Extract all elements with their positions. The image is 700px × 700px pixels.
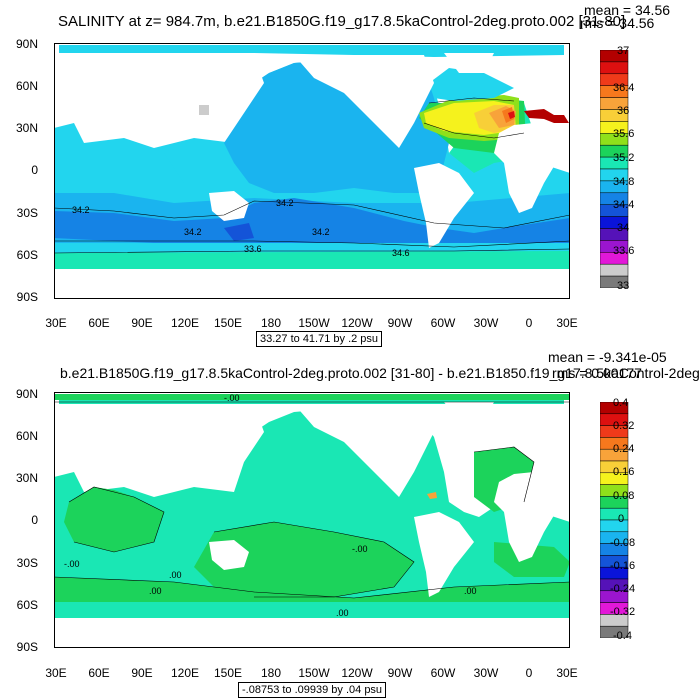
colorbar-label: 36: [617, 105, 630, 117]
contour-label: 34.2: [72, 205, 90, 215]
contour-label: -.00: [64, 559, 80, 569]
colorbar-label: -0.24: [610, 583, 636, 595]
panel-2-mean: mean = -9.341e-05: [548, 349, 667, 365]
lon-tick: 30W: [473, 316, 499, 330]
lat-tick: 30S: [16, 206, 38, 220]
lon-tick: 90W: [387, 316, 413, 330]
lat-tick: 60N: [15, 79, 38, 93]
colorbar-label: 34: [617, 222, 630, 234]
contour-label: 34.2: [276, 198, 294, 208]
colorbar-label: 0: [618, 513, 625, 525]
contour-label: 34.2: [184, 227, 202, 237]
lat-tick: 60N: [15, 429, 38, 443]
panel-2-range: -.08753 to .09939 by .04 psu: [238, 682, 387, 698]
panel-1-title: SALINITY at z= 984.7m, b.e21.B1850G.f19_…: [58, 13, 626, 30]
colorbar-label: 37: [617, 45, 630, 57]
colorbar-label: 0.16: [613, 466, 635, 478]
lon-tick: 30E: [45, 316, 67, 330]
lon-tick: 150E: [213, 666, 243, 680]
contour-label: -.00: [224, 393, 240, 403]
contour-label: .00: [336, 608, 349, 618]
lon-tick: 120E: [170, 316, 200, 330]
land-africa-1: [494, 123, 559, 213]
lon-tick: 180: [260, 316, 282, 330]
lon-tick: 0: [525, 316, 533, 330]
lon-tick: 30E: [556, 316, 578, 330]
contour-label: .00: [464, 586, 477, 596]
colorbar-label: 0.24: [613, 443, 635, 455]
lon-tick: 150E: [213, 316, 243, 330]
contour-label: .00: [169, 570, 182, 580]
lon-tick: 90E: [131, 316, 153, 330]
contour-label: 34.6: [392, 248, 410, 258]
lat-tick: 30N: [15, 121, 38, 135]
colorbar-label: -0.08: [610, 537, 636, 549]
contour-label: .00: [149, 586, 162, 596]
green-region: [64, 487, 164, 552]
lon-tick: 120W: [341, 666, 373, 680]
lon-tick: 120E: [170, 666, 200, 680]
colorbar-2: [600, 402, 629, 638]
colorbar-label: 34.8: [613, 176, 635, 188]
colorbar-label: 36.4: [613, 82, 635, 94]
lon-tick: 60W: [430, 316, 456, 330]
lon-tick: 30E: [556, 666, 578, 680]
lon-tick: 150W: [298, 666, 330, 680]
lon-tick: 150W: [298, 316, 330, 330]
lon-tick: 0: [525, 666, 533, 680]
lon-tick: 30W: [473, 666, 499, 680]
colorbar-label: -0.4: [613, 630, 632, 642]
colorbar-label: 0.08: [613, 490, 635, 502]
lon-tick: 60W: [430, 666, 456, 680]
colorbar-label: -0.32: [610, 606, 636, 618]
colorbar-swatch: [600, 61, 629, 75]
lon-tick: 60E: [88, 316, 110, 330]
panel-2-title: b.e21.B1850G.f19_g17.8.5kaControl-2deg.p…: [60, 365, 700, 381]
colorbar-swatch: [600, 263, 629, 277]
lon-tick: 90W: [387, 666, 413, 680]
map-2: -.00 -.00 .00 .00 -.00 .00 .00: [54, 392, 570, 648]
lon-tick: 120W: [341, 316, 373, 330]
map-1: 34.2 34.2 34.2 34.2 33.6 34.6: [54, 43, 570, 299]
panel-2-rms: rms = 0.00177: [552, 365, 642, 381]
lat-tick: 90S: [16, 290, 38, 304]
colorbar-label: 34.4: [613, 199, 635, 211]
lon-tick: 30E: [45, 666, 67, 680]
lat-tick: 90N: [15, 37, 38, 51]
contour-label: 33.6: [244, 244, 262, 254]
colorbar-label: 35.2: [613, 152, 635, 164]
colorbar-label: 33.6: [613, 245, 635, 257]
lat-tick: 0: [31, 513, 38, 527]
lon-tick: 180: [260, 666, 282, 680]
panel-1-mean: mean = 34.56: [584, 2, 671, 18]
lat-tick: 30S: [16, 556, 38, 570]
lat-tick: 0: [31, 163, 38, 177]
colorbar-label: 33: [617, 280, 630, 292]
panel-1-rms: rms = 34.56: [580, 15, 655, 31]
colorbar-label: 35.6: [613, 128, 635, 140]
lat-tick: 90N: [15, 387, 38, 401]
colorbar-label: -0.16: [610, 560, 636, 572]
lon-tick: 90E: [131, 666, 153, 680]
lat-tick: 60S: [16, 248, 38, 262]
lat-tick: 30N: [15, 471, 38, 485]
colorbar-swatch: [600, 275, 629, 288]
colorbar-label: 0.32: [613, 420, 635, 432]
lon-tick: 60E: [88, 666, 110, 680]
contour-label: -.00: [352, 544, 368, 554]
colorbar-1: [600, 50, 629, 288]
panel-1-range: 33.27 to 41.71 by .2 psu: [256, 331, 383, 347]
contour-label: 34.2: [312, 227, 330, 237]
lat-tick: 60S: [16, 598, 38, 612]
lat-tick: 90S: [16, 640, 38, 654]
colorbar-label: 0.4: [613, 397, 629, 409]
